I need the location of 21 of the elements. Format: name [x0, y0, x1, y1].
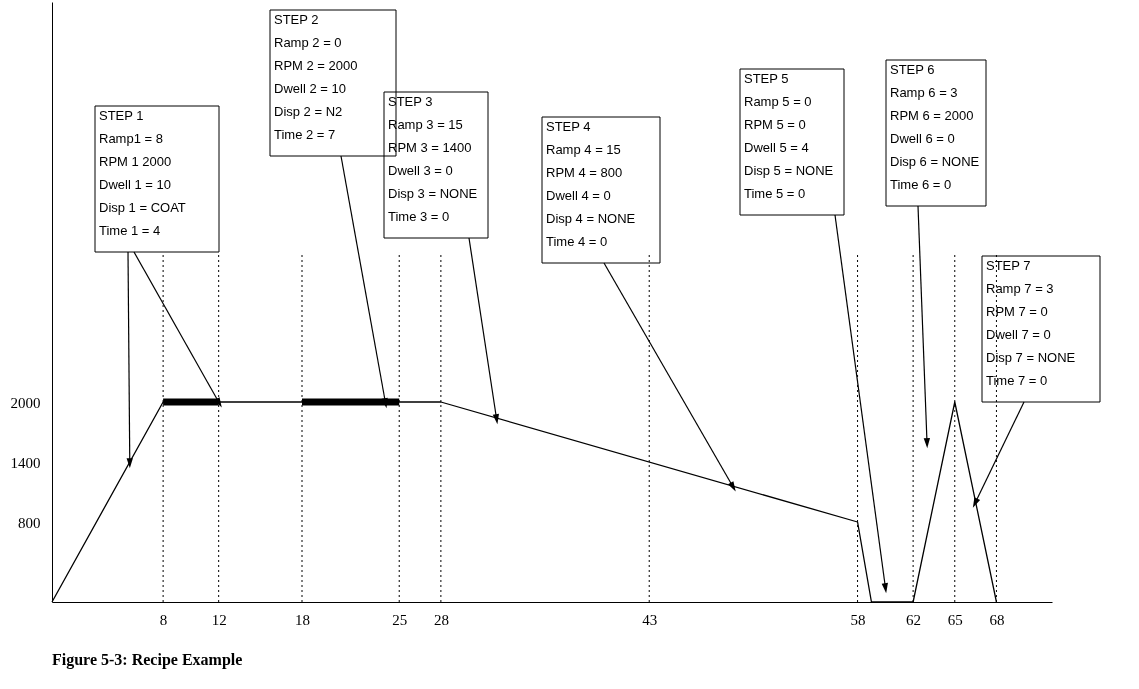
x-tick-label: 62	[906, 611, 922, 628]
x-tick-label: 8	[159, 611, 168, 628]
x-tick-label: 18	[295, 611, 310, 628]
annotation: STEP 6 Ramp 6 = 3 RPM 6 = 2000 Dwell 6 = 0 Disp 6 = NONE Time 6 = 0	[890, 62, 980, 192]
annotation: STEP 2 Ramp 2 = 0 RPM 2 = 2000 Dwell 2 = 10 Disp 2 = N2 Time 2 = 7	[274, 12, 358, 142]
x-tick-label: 25	[392, 611, 408, 628]
annotation: STEP 5 Ramp 5 = 0 RPM 5 = 0 Dwell 5 = 4 Disp 5 = NONE Time 5 = 0	[744, 71, 834, 201]
caption: Figure 5-3: Recipe Example	[52, 651, 243, 669]
x-tick-label: 12	[211, 611, 227, 628]
annotation: STEP 1 Ramp1 = 8 RPM 1 2000 Dwell 1 = 10 Disp 1 = COAT Time 1 = 4	[99, 108, 186, 238]
annotation: STEP 4 Ramp 4 = 15 RPM 4 = 800 Dwell 4 = 0 Disp 4 = NONE Time 4 = 0	[546, 119, 636, 249]
annotation: STEP 3 Ramp 3 = 15 RPM 3 = 1400 Dwell 3 = 0 Disp 3 = NONE Time 3 = 0	[388, 94, 478, 224]
x-tick-label: 65	[947, 611, 963, 628]
y-tick-label: 1400	[10, 454, 41, 471]
x-tick-label: 68	[989, 611, 1005, 628]
x-tick-label: 43	[642, 611, 658, 628]
x-tick-label: 58	[850, 611, 866, 628]
y-tick-label: 2000	[10, 394, 41, 411]
y-tick-label: 800	[18, 514, 41, 531]
x-tick-label: 28	[433, 611, 449, 628]
annotation: STEP 7 Ramp 7 = 3 RPM 7 = 0 Dwell 7 = 0 Disp 7 = NONE Time 7 = 0	[986, 258, 1076, 388]
